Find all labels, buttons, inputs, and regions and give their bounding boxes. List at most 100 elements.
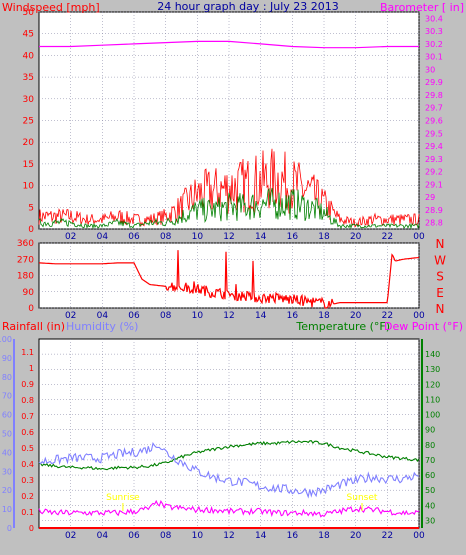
- humidity-tick-label: 70: [2, 392, 12, 401]
- rainfall-tick-label: 0.6: [21, 428, 34, 437]
- barometer-tick-label: 30.4: [425, 14, 443, 23]
- barometer-tick-label: 29.3: [425, 155, 443, 164]
- temperature-tick-label: 100: [425, 411, 440, 420]
- x-tick-label: 16: [287, 531, 299, 541]
- windspeed-tick-label: 35: [23, 73, 34, 83]
- x-tick-label: 12: [223, 311, 234, 321]
- sun-annotations: Sunrise Sunset: [106, 493, 378, 511]
- direction-series-line: [39, 250, 420, 309]
- x-tick-label: 02: [65, 232, 76, 242]
- direction-degree-label: 180: [17, 272, 34, 282]
- x-tick-label: 00: [413, 531, 425, 541]
- humidity-tick-label: 30: [2, 467, 12, 476]
- humidity-tick-label: 40: [2, 448, 12, 457]
- rainfall-tick-label: 0: [29, 524, 34, 533]
- barometer-tick-label: 29.5: [425, 129, 443, 138]
- humidity-axis-ticks: 0 10 20 30 40 50 60 70 80 90 100: [0, 335, 15, 533]
- x-tick-label: 18: [318, 311, 330, 321]
- dewpoint-axis-label: Dew Point (°F): [384, 320, 463, 333]
- humidity-tick-label: 100: [0, 335, 12, 344]
- x-tick-label: 00: [413, 232, 425, 242]
- windspeed-series-line: [38, 187, 420, 230]
- sunrise-label: Sunrise: [106, 493, 140, 503]
- windspeed-tick-label: 45: [23, 30, 34, 40]
- barometer-tick-label: 30: [425, 65, 435, 74]
- barometer-series-line: [39, 40, 419, 49]
- sunset-label: Sunset: [347, 493, 378, 503]
- chart-title: 24 hour graph day : July 23 2013: [157, 0, 339, 13]
- x-tick-label: 10: [192, 311, 204, 321]
- direction-degree-label: 270: [17, 255, 34, 265]
- x-tick-label: 12: [223, 531, 234, 541]
- temperature-axis-ticks: 30 40 50 60 70 80 90 100 110 120 130 140: [421, 339, 440, 528]
- temp-plot-area: [38, 338, 420, 529]
- humidity-tick-label: 60: [2, 411, 12, 420]
- windspeed-axis-label: Windspeed [mph]: [2, 1, 100, 14]
- humidity-tick-label: 80: [2, 373, 12, 382]
- rainfall-axis-label: Rainfall (in): [2, 320, 65, 333]
- humidity-tick-label: 50: [2, 430, 12, 439]
- windspeed-series-line: [38, 148, 420, 228]
- temperature-tick-label: 50: [425, 486, 435, 495]
- rainfall-tick-label: 1: [29, 364, 34, 373]
- rainfall-tick-label: 0.3: [21, 476, 34, 485]
- direction-x-ticks: 02 04 06 08 10 12 14 16 18 20 22 00: [65, 311, 425, 321]
- x-tick-label: 06: [128, 531, 140, 541]
- x-tick-label: 04: [97, 311, 109, 321]
- temperature-tick-label: 40: [425, 501, 435, 510]
- direction-degree-ticks: 0 90 180 270 360: [17, 239, 34, 314]
- x-tick-label: 04: [97, 531, 109, 541]
- humidity-tick-label: 0: [7, 524, 12, 533]
- x-tick-label: 22: [382, 232, 393, 242]
- compass-label: W: [434, 253, 446, 267]
- rainfall-tick-label: 1.1: [21, 348, 34, 357]
- rainfall-tick-label: 0.5: [21, 444, 34, 453]
- rainfall-tick-label: 0.2: [21, 492, 34, 501]
- windspeed-tick-label: 20: [23, 138, 35, 148]
- temp-series: [38, 440, 420, 529]
- barometer-tick-label: 29.1: [425, 180, 443, 189]
- barometer-axis-label: Barometer [ in]: [380, 1, 464, 14]
- x-tick-label: 22: [382, 531, 393, 541]
- temp-x-ticks: 02 04 06 08 10 12 14 16 18 20 22 00: [65, 531, 425, 541]
- x-tick-label: 02: [65, 531, 76, 541]
- x-tick-label: 20: [350, 531, 362, 541]
- temperature-tick-label: 30: [425, 516, 435, 525]
- windspeed-tick-label: 15: [23, 160, 34, 170]
- rainfall-tick-label: 0.8: [21, 396, 34, 405]
- temperature-tick-label: 70: [425, 456, 435, 465]
- temperature-tick-label: 110: [425, 395, 440, 404]
- x-tick-label: 14: [255, 531, 267, 541]
- temperature-tick-label: 60: [425, 471, 435, 480]
- humidity-tick-label: 20: [2, 486, 12, 495]
- windspeed-axis-ticks: 0 5 10 15 20 25 30 35 40 45 50: [23, 8, 35, 235]
- rainfall-tick-label: 0.9: [21, 380, 34, 389]
- x-tick-label: 14: [255, 311, 267, 321]
- barometer-tick-label: 29: [425, 193, 435, 202]
- temperature-tick-label: 120: [425, 380, 440, 389]
- compass-label: N: [436, 302, 445, 316]
- x-tick-label: 22: [382, 311, 393, 321]
- direction-grid: [39, 242, 420, 309]
- x-tick-label: 08: [160, 531, 172, 541]
- windspeed-tick-label: 5: [28, 203, 34, 213]
- windspeed-tick-label: 0: [28, 225, 34, 235]
- windspeed-tick-label: 40: [23, 51, 35, 61]
- compass-label: N: [436, 237, 445, 251]
- wind-x-ticks: 02 04 06 08 10 12 14 16 18 20 22 00: [65, 232, 425, 242]
- barometer-tick-label: 30.2: [425, 40, 443, 49]
- humidity-series-line: [38, 442, 419, 499]
- x-tick-label: 10: [192, 232, 204, 242]
- barometer-tick-label: 29.4: [425, 142, 443, 151]
- x-tick-label: 02: [65, 311, 76, 321]
- rainfall-tick-label: 0.4: [21, 460, 34, 469]
- compass-label: S: [436, 270, 444, 284]
- barometer-tick-label: 30.1: [425, 53, 443, 62]
- humidity-tick-label: 10: [2, 505, 12, 514]
- temperature-tick-label: 140: [425, 350, 440, 359]
- barometer-tick-label: 29.6: [425, 117, 443, 126]
- windspeed-tick-label: 25: [23, 117, 34, 127]
- direction-degree-label: 360: [17, 239, 34, 249]
